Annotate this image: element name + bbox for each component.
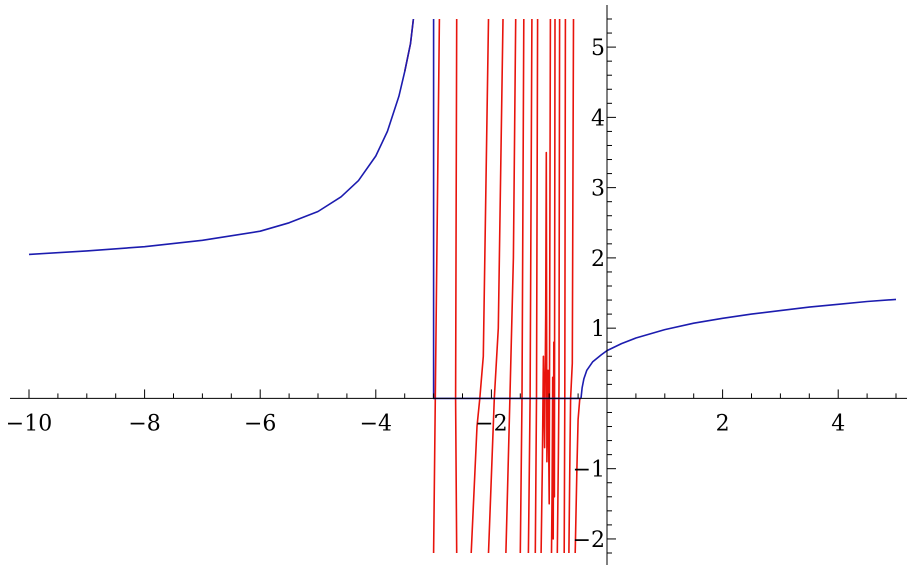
y-tick-label: −2 — [573, 528, 605, 553]
red-curve — [534, 19, 539, 553]
x-tick-label: −10 — [6, 411, 52, 436]
tick-labels-layer: −10 −8 −6 −4 −2 2 4 −2 −1 1 2 3 4 5 — [6, 36, 845, 553]
blue-curve — [580, 298, 897, 399]
y-tick-label: 5 — [591, 36, 605, 61]
red-curve — [563, 19, 567, 553]
red-curve — [505, 19, 517, 553]
red-curve — [487, 19, 504, 553]
y-tick-label: 3 — [591, 177, 605, 202]
red-curve — [519, 19, 525, 553]
x-tick-label: −2 — [475, 411, 507, 436]
red-curve — [540, 19, 552, 553]
y-tick-label: 2 — [591, 247, 605, 272]
y-tick-label: 1 — [591, 317, 605, 342]
x-tick-label: −8 — [128, 411, 160, 436]
red-curve — [454, 19, 458, 553]
y-tick-label: 4 — [591, 106, 605, 131]
ticks-layer — [28, 18, 897, 554]
x-tick-label: −4 — [360, 411, 392, 436]
blue-curve — [28, 19, 415, 256]
red-curve — [432, 19, 441, 553]
x-tick-label: 2 — [716, 411, 730, 436]
y-tick-label: −1 — [573, 458, 605, 483]
x-tick-label: −6 — [244, 411, 276, 436]
curves-layer — [28, 19, 897, 553]
red-curve — [470, 19, 490, 553]
axes-layer: −10 −8 −6 −4 −2 2 4 −2 −1 1 2 3 4 5 — [6, 5, 907, 565]
red-curve — [550, 19, 556, 553]
x-tick-label: 4 — [831, 411, 845, 436]
red-curve — [556, 19, 561, 553]
red-curve — [527, 19, 533, 553]
red-curve — [574, 398, 581, 553]
